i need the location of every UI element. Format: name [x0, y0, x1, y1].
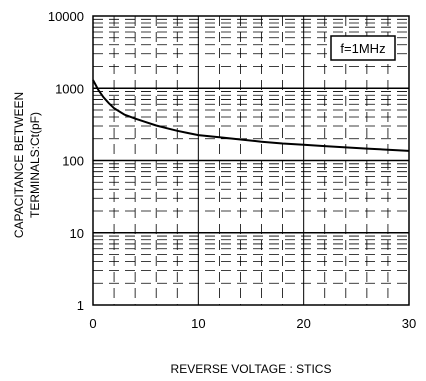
y-tick-label: 1 [77, 298, 84, 313]
x-tick-label: 0 [89, 316, 96, 331]
y-axis-label-line-2: TERMINALS:Ct(pF) [28, 112, 42, 218]
annotation-text: f=1MHz [340, 41, 385, 56]
x-tick-label: 20 [296, 316, 310, 331]
series-line [92, 79, 410, 152]
x-axis-label: REVERSE VOLTAGE : STICS [171, 362, 332, 376]
y-tick-label: 10000 [48, 9, 84, 24]
y-tick-label: 100 [62, 154, 84, 169]
tick-labels: 0 10 20 30 1 10 100 1000 10000 [48, 9, 416, 331]
plot-frame [92, 15, 410, 306]
x-tick-label: 10 [191, 316, 205, 331]
x-tick-label: 30 [402, 316, 416, 331]
y-tick-label: 10 [70, 226, 84, 241]
annotation-frame [330, 35, 396, 61]
y-tick-label: 1000 [55, 81, 84, 96]
annotation-box: f=1MHz [330, 35, 396, 61]
y-axis-label-line-1: CAPACITANCE BETWEEN [12, 92, 26, 238]
grid [93, 16, 409, 305]
